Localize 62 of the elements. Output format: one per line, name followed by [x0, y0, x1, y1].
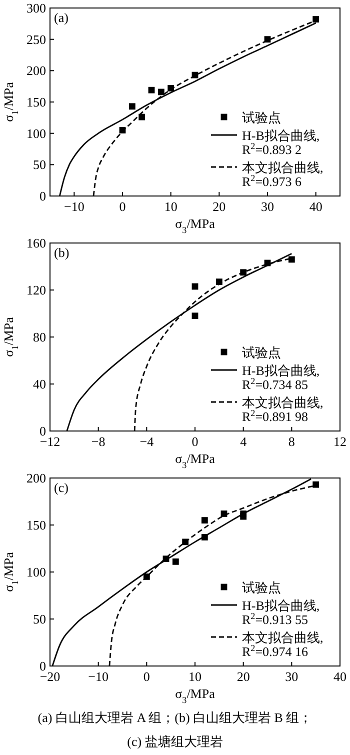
y-tick-label: 80: [33, 330, 46, 344]
x-tick-label: 20: [212, 199, 226, 214]
x-tick-label: 12: [334, 434, 346, 449]
point: [128, 103, 136, 110]
annotation: (b): [54, 245, 70, 260]
x-tick-label: 10: [188, 669, 202, 684]
x-tick-label: 40: [309, 199, 322, 214]
x-tick-label: 0: [192, 434, 198, 449]
point: [148, 86, 155, 94]
x-tick-label: −10: [64, 199, 84, 214]
x-tick-label: 30: [261, 199, 274, 214]
point: [158, 88, 164, 96]
legend-label: 本文拟合曲线, R$^{2}$=0.973 6: [242, 160, 324, 189]
y-tick-label: 50: [33, 157, 46, 172]
y-tick-label: 0: [40, 658, 46, 674]
x-tick-label: −8: [91, 434, 106, 449]
y-tick-label: 250: [26, 32, 46, 47]
x-tick-label: −4: [140, 434, 154, 449]
y-tick-label: 100: [26, 126, 46, 141]
x-axis-title: σ$_{3}$/MPa: [175, 686, 216, 705]
point: [312, 481, 320, 488]
legend-label: H-B拟合曲线, R$^{2}$=0.893 2: [242, 128, 320, 157]
x-axis-title: σ$_{3}$/MPa: [175, 451, 216, 470]
x-tick-label: 0: [119, 199, 126, 214]
annotation: (c): [54, 480, 68, 495]
text: (c) 盐塘组大理岩: [127, 734, 223, 749]
legend-label: H-B拟合曲线, R$^{2}$=0.734 85: [242, 363, 320, 392]
point: [192, 312, 198, 320]
legend-label: 试验点: [242, 580, 281, 595]
legend-label: 本文拟合曲线, R$^{2}$=0.974 16: [242, 630, 324, 659]
y-tick-label: 200: [26, 470, 46, 486]
y-tick-label: 300: [26, 0, 46, 16]
y-tick-label: 120: [26, 282, 46, 298]
point: [172, 558, 179, 565]
legend-label: H-B拟合曲线, R$^{2}$=0.913 55: [242, 598, 320, 627]
text: (a) 白山组大理岩 A 组；(b) 白山组大理岩 B 组；: [38, 710, 312, 725]
point: [288, 256, 295, 263]
x-tick-label: 10: [164, 199, 178, 214]
y-tick-label: 0: [40, 424, 46, 438]
point: [312, 16, 320, 22]
y-tick-label: 100: [26, 564, 46, 580]
x-tick-label: 30: [285, 669, 298, 684]
y-tick-label: 40: [33, 376, 46, 392]
point: [138, 114, 146, 120]
point: [201, 517, 208, 524]
y-tick-label: 150: [26, 94, 46, 110]
legend-label: 试验点: [242, 345, 281, 360]
x-tick-label: 8: [288, 434, 295, 449]
x-tick-label: 4: [240, 434, 248, 449]
y-tick-label: 200: [26, 63, 46, 78]
annotation: (a): [54, 10, 68, 25]
x-tick-label: 40: [334, 669, 346, 684]
x-axis-title: σ$_{3}$/MPa: [175, 216, 216, 235]
y-tick-label: 0: [40, 188, 46, 204]
legend-label: 本文拟合曲线, R$^{2}$=0.891 98: [242, 395, 324, 424]
y-tick-label: 150: [26, 518, 46, 532]
legend-label: 试验点: [242, 110, 281, 125]
y-tick-label: 160: [26, 236, 46, 250]
x-tick-label: 0: [143, 669, 150, 684]
x-tick-label: 20: [236, 669, 250, 684]
y-tick-label: 50: [33, 612, 46, 626]
x-tick-label: −10: [88, 669, 109, 684]
